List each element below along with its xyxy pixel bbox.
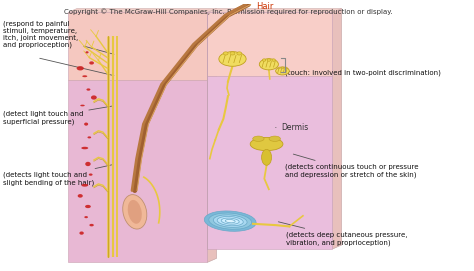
Ellipse shape <box>80 231 84 235</box>
Ellipse shape <box>88 136 91 138</box>
Ellipse shape <box>285 67 287 69</box>
Polygon shape <box>68 80 208 262</box>
Ellipse shape <box>225 220 235 223</box>
Text: (detects deep cutaneous pressure,
vibration, and proprioception): (detects deep cutaneous pressure, vibrat… <box>278 222 408 246</box>
Polygon shape <box>68 12 208 80</box>
Ellipse shape <box>276 67 289 75</box>
Ellipse shape <box>85 162 91 166</box>
Ellipse shape <box>209 213 252 229</box>
Ellipse shape <box>86 88 91 91</box>
Ellipse shape <box>78 194 83 198</box>
Ellipse shape <box>80 105 85 106</box>
Ellipse shape <box>123 195 147 229</box>
Ellipse shape <box>89 61 94 64</box>
Polygon shape <box>332 8 342 249</box>
Ellipse shape <box>262 149 272 165</box>
Text: Dermis: Dermis <box>276 123 309 132</box>
Ellipse shape <box>85 205 91 208</box>
Ellipse shape <box>91 95 97 100</box>
Ellipse shape <box>82 147 88 149</box>
Ellipse shape <box>237 52 242 55</box>
Ellipse shape <box>84 122 88 126</box>
Ellipse shape <box>253 136 264 141</box>
Ellipse shape <box>230 52 235 55</box>
Ellipse shape <box>128 200 142 224</box>
Text: (respond to painful
stimuli, temperature,
itch, joint movement,
and propriocepti: (respond to painful stimuli, temperature… <box>3 20 114 54</box>
Text: Hair: Hair <box>250 2 274 12</box>
Ellipse shape <box>269 136 281 141</box>
Ellipse shape <box>90 224 94 226</box>
Ellipse shape <box>272 59 275 61</box>
Ellipse shape <box>77 66 84 70</box>
Ellipse shape <box>281 67 284 69</box>
Ellipse shape <box>82 75 87 77</box>
Ellipse shape <box>259 59 278 70</box>
Polygon shape <box>208 8 342 12</box>
Text: (detects continuous touch or pressure
and depression or stretch of the skin): (detects continuous touch or pressure an… <box>285 154 418 178</box>
Ellipse shape <box>219 52 246 66</box>
Ellipse shape <box>217 217 243 226</box>
Text: Copyright © The McGraw-Hill Companies, Inc. Permission required for reproduction: Copyright © The McGraw-Hill Companies, I… <box>64 8 392 15</box>
Ellipse shape <box>82 184 88 187</box>
Text: (detects light touch and
slight bending of the hair): (detects light touch and slight bending … <box>3 164 113 186</box>
Ellipse shape <box>223 52 228 55</box>
Polygon shape <box>208 8 217 262</box>
Ellipse shape <box>262 59 266 61</box>
Ellipse shape <box>267 59 271 61</box>
Ellipse shape <box>213 215 247 227</box>
Ellipse shape <box>278 67 280 69</box>
Ellipse shape <box>85 51 89 53</box>
Polygon shape <box>68 8 217 12</box>
Text: (touch: involved in two-point discrimination): (touch: involved in two-point discrimina… <box>281 69 441 76</box>
Ellipse shape <box>204 211 256 231</box>
Polygon shape <box>208 76 332 249</box>
Ellipse shape <box>250 137 283 151</box>
Ellipse shape <box>89 173 92 176</box>
Text: (detect light touch and
superficial pressure): (detect light touch and superficial pres… <box>3 106 113 125</box>
Polygon shape <box>208 12 332 76</box>
Ellipse shape <box>221 218 239 224</box>
Ellipse shape <box>84 216 88 218</box>
